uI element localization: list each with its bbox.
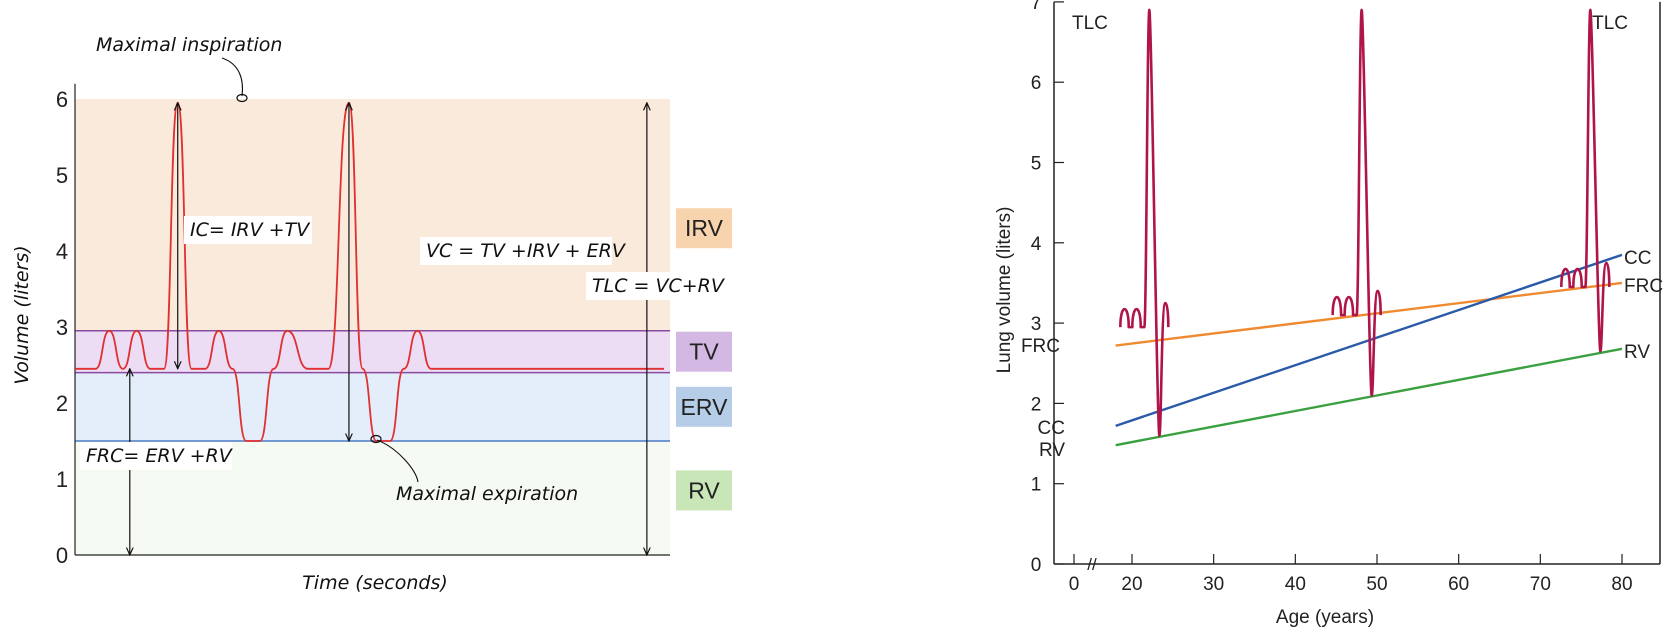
zone-tv (75, 330, 670, 373)
right-x-tick-label: 40 (1285, 574, 1306, 595)
zone-label-bg-erv (676, 386, 732, 427)
right-y-tick-label: 1 (1031, 475, 1042, 496)
max-insp-annotation: Maximal inspiration (96, 34, 282, 56)
right-y-tick-label: 2 (1031, 394, 1042, 415)
right-y-tick-label: 0 (1031, 555, 1042, 576)
series-label-right-rv: RV (1624, 342, 1650, 363)
ic-annotation: IC= IRV +TV (190, 219, 311, 241)
right-x-tick-label: 20 (1121, 574, 1142, 595)
spirogram-age-22 (1119, 8, 1170, 437)
series-label-left-rv: RV (1039, 440, 1065, 461)
left-y-tick-label: 3 (56, 315, 68, 340)
max-exp-leader (376, 439, 419, 483)
left-y-tick-label: 0 (56, 543, 68, 568)
tlc-corner-label-right: TLC (1592, 13, 1628, 34)
left-y-tick-label: 2 (56, 391, 68, 416)
spirogram-age-48 (1331, 8, 1382, 397)
series-label-left-frc: FRC (1021, 336, 1060, 357)
max-exp-annotation: Maximal expiration (396, 483, 578, 505)
spirometer-trace (74, 101, 664, 442)
right-x-tick-label: 60 (1448, 574, 1469, 595)
right-y-tick-label: 6 (1031, 73, 1042, 94)
zone-label-irv: IRV (685, 215, 724, 241)
spirometry-chart: RV ERV TV IRV 0 1 2 3 4 5 6 IC= IRV +TV VC = TV +I… (11, 34, 732, 594)
right-y-axis-label: Lung volume (liters) (994, 207, 1015, 374)
zone-irv (75, 99, 670, 331)
series-label-left-cc: CC (1038, 418, 1065, 439)
zone-label-tv: TV (689, 339, 719, 365)
left-y-axis-label: Volume (liters) (11, 245, 33, 384)
zone-label-rv: RV (688, 477, 720, 503)
series-label-right-frc: FRC (1624, 276, 1663, 297)
right-x-tick-label: 50 (1366, 574, 1387, 595)
ic-annotation-bg (184, 216, 312, 244)
right-y-tick-label: 5 (1031, 154, 1042, 175)
volume-arrows (130, 103, 647, 555)
tlc-corner-label-left: TLC (1072, 13, 1108, 34)
right-y-tick-label: 3 (1031, 314, 1042, 335)
right-x-tick-label: 30 (1203, 574, 1224, 595)
left-y-tick-label: 1 (56, 467, 68, 492)
right-y-tick-label: 4 (1031, 234, 1042, 255)
series-label-right-cc: CC (1624, 248, 1651, 269)
zone-label-bg-irv (676, 208, 732, 249)
zone-label-bg-rv (676, 470, 732, 511)
axis-break-mark: // (1087, 555, 1097, 574)
right-x-axis-label: Age (years) (1276, 607, 1374, 628)
zone-label-erv: ERV (681, 394, 729, 420)
right-x-tick-label: 70 (1530, 574, 1551, 595)
frc-annotation: FRC= ERV +RV (86, 445, 234, 467)
zone-label-bg-tv (676, 331, 732, 372)
max-insp-marker (236, 93, 248, 103)
max-insp-leader (221, 57, 244, 97)
trend-line-rv (1115, 347, 1623, 447)
left-y-tick-label: 5 (56, 163, 68, 188)
left-x-axis-label: Time (seconds) (302, 572, 448, 594)
max-exp-marker (370, 434, 382, 444)
vc-annotation: VC = TV +IRV + ERV (426, 240, 627, 262)
frc-annotation-bg (80, 442, 232, 470)
right-x-tick-label: 80 (1611, 574, 1632, 595)
left-y-tick-label: 4 (56, 239, 68, 264)
right-y-tick-label: 7 (1031, 0, 1042, 14)
tlc-annotation-bg (586, 272, 718, 300)
right-x-tick-label: 0 (1069, 574, 1080, 595)
left-y-tick-label: 6 (56, 87, 68, 112)
spirogram-age-76 (1560, 8, 1611, 353)
tlc-annotation: TLC = VC+RV (592, 275, 726, 297)
vc-annotation-bg (420, 237, 612, 265)
